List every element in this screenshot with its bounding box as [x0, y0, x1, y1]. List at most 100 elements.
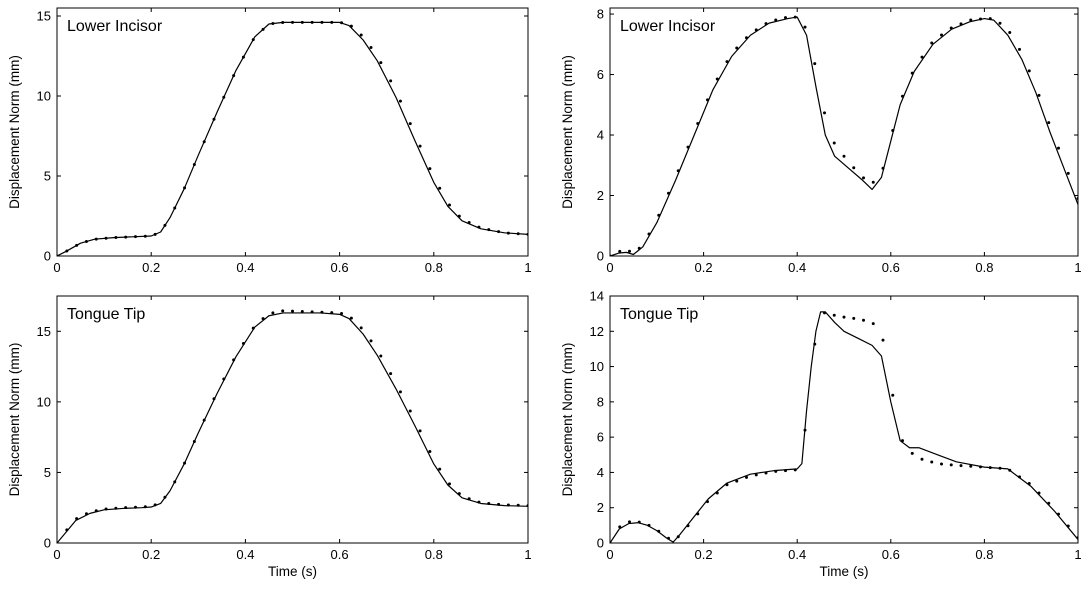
data-point	[1008, 468, 1012, 472]
data-point	[706, 98, 709, 102]
data-point	[398, 99, 402, 103]
data-point	[241, 55, 245, 59]
data-point	[477, 500, 481, 504]
data-point	[745, 36, 748, 40]
data-point	[340, 21, 344, 25]
data-point	[988, 17, 992, 21]
y-tick-label: 2	[597, 188, 604, 203]
plot-frame	[609, 7, 1079, 257]
x-tick-label: 0	[606, 260, 613, 275]
data-point	[379, 354, 383, 358]
data-point	[891, 393, 895, 397]
data-point	[330, 311, 334, 315]
data-point	[901, 439, 904, 443]
data-point	[153, 503, 157, 507]
y-axis-label: Displacement Norm (mm)	[7, 343, 22, 497]
data-point	[1027, 481, 1031, 485]
data-point	[823, 311, 826, 315]
data-point	[369, 339, 373, 343]
data-point	[497, 230, 501, 234]
x-tick-label: 0.2	[142, 547, 160, 562]
data-point	[647, 232, 651, 236]
plot-frame	[56, 7, 529, 257]
x-axis-label: Time (s)	[820, 564, 869, 579]
data-point	[735, 479, 739, 483]
x-tick-label: 1	[524, 547, 531, 562]
data-point	[251, 38, 255, 42]
data-point	[408, 122, 412, 126]
data-point	[65, 249, 69, 253]
data-point	[183, 461, 187, 465]
data-point	[291, 309, 294, 313]
data-point	[1037, 491, 1041, 495]
x-tick-label: 0.4	[236, 547, 254, 562]
data-point	[949, 26, 953, 30]
data-point	[202, 140, 206, 144]
data-point	[1047, 501, 1051, 505]
data-point	[408, 409, 412, 413]
data-point	[706, 500, 709, 504]
series-dotted	[610, 311, 1078, 543]
data-point	[506, 231, 510, 235]
y-tick-label: 10	[37, 89, 51, 104]
data-point	[793, 15, 797, 19]
x-tick-label: 0.8	[975, 260, 993, 275]
data-point	[1066, 171, 1070, 175]
data-point	[212, 397, 216, 401]
data-point	[497, 502, 501, 506]
data-point	[104, 507, 108, 511]
data-point	[998, 466, 1002, 470]
data-point	[389, 372, 393, 376]
x-tick-label: 0.4	[788, 547, 806, 562]
data-point	[637, 246, 641, 250]
y-tick-label: 2	[597, 500, 604, 515]
data-point	[526, 504, 528, 508]
data-point	[241, 342, 245, 346]
y-tick-label: 0	[44, 249, 51, 264]
data-point	[610, 254, 612, 256]
series-dotted	[610, 15, 1078, 256]
data-point	[1066, 524, 1070, 528]
data-point	[842, 315, 846, 319]
y-tick-label: 0	[597, 249, 604, 264]
data-point	[979, 465, 982, 469]
data-point	[349, 316, 353, 320]
y-tick-label: 15	[37, 9, 51, 24]
data-point	[754, 28, 758, 32]
data-point	[696, 512, 700, 516]
data-point	[754, 473, 758, 477]
data-point	[94, 509, 98, 513]
data-point	[300, 20, 304, 24]
data-point	[222, 95, 226, 99]
data-point	[281, 20, 285, 24]
data-point	[261, 317, 265, 321]
data-point	[526, 232, 528, 236]
data-point	[57, 254, 59, 256]
plot-frame	[56, 295, 529, 544]
data-point	[676, 169, 680, 173]
data-point	[232, 74, 236, 78]
x-tick-label: 0.8	[975, 547, 993, 562]
data-point	[959, 464, 963, 468]
data-point	[803, 428, 807, 432]
data-point	[1047, 121, 1051, 125]
data-point	[448, 203, 451, 207]
y-tick-label: 4	[597, 128, 604, 143]
data-point	[676, 535, 680, 539]
data-point	[75, 517, 79, 521]
data-point	[1027, 69, 1031, 73]
y-tick-label: 10	[37, 394, 51, 409]
data-point	[725, 483, 729, 487]
data-point	[774, 469, 778, 473]
y-tick-label: 4	[597, 465, 604, 480]
data-point	[881, 166, 885, 170]
data-point	[988, 466, 992, 470]
x-tick-label: 0	[53, 260, 60, 275]
data-point	[202, 418, 206, 422]
data-point	[871, 180, 875, 184]
x-axis-label: Time (s)	[268, 564, 317, 579]
x-tick-label: 1	[1074, 260, 1081, 275]
data-point	[1018, 475, 1021, 479]
data-point	[696, 121, 700, 125]
